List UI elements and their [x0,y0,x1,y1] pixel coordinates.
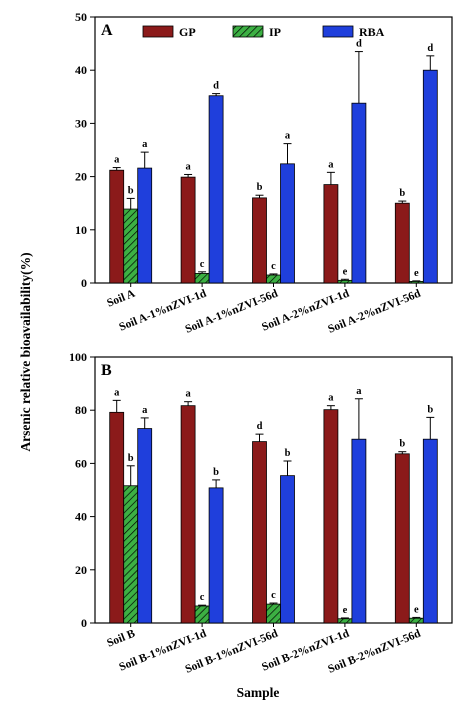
significance-label: b [257,182,263,193]
bar-gp [109,411,125,624]
significance-label: c [200,592,205,603]
significance-label: d [356,39,362,50]
significance-label: b [399,188,405,199]
bar-gp [109,169,125,284]
significance-label: a [114,387,120,398]
legend-label-rba: RBA [359,25,385,39]
significance-label: b [399,439,405,450]
significance-label: b [128,185,134,196]
y-tick-label: 0 [81,276,87,290]
significance-label: d [213,81,219,92]
bar-ip [337,618,353,624]
significance-label: a [285,131,291,142]
bar-ip [194,605,210,624]
bar-ip [408,281,424,284]
bar-rba [280,163,295,284]
bar-ip [408,617,424,624]
significance-label: d [257,421,263,432]
significance-label: a [328,393,334,404]
significance-label: a [185,389,191,400]
significance-label: d [427,43,433,54]
legend-label-ip: IP [269,25,281,39]
bar-rba [137,167,153,284]
y-tick-label: 40 [75,510,87,524]
bar-rba [351,102,367,284]
bar-gp [180,405,196,624]
y-tick-label: 60 [75,456,87,470]
bar-gp [394,453,410,624]
bar-rba [208,487,224,624]
significance-label: a [142,139,148,150]
bar-ip [123,208,139,284]
significance-label: a [328,159,334,170]
bar-rba [137,428,153,624]
significance-label: e [343,266,348,277]
bar-ip [337,279,353,284]
y-tick-label: 40 [75,63,87,77]
bar-gp [180,176,196,284]
significance-label: a [185,161,191,172]
x-tick-label: Soil A [105,287,137,309]
significance-label: e [343,605,348,616]
significance-label: b [285,448,291,459]
significance-label: c [200,259,205,270]
panel-letter: A [101,22,113,39]
bar-gp [252,441,267,624]
bar-rba [422,69,438,284]
bar-gp [252,197,267,284]
y-tick-label: 100 [69,350,87,364]
significance-label: a [114,155,120,166]
bar-gp [394,202,410,284]
legend-swatch-gp [142,25,174,38]
bar-ip [194,273,210,284]
y-tick-label: 80 [75,403,87,417]
y-tick-label: 0 [81,616,87,630]
y-axis-title: Arsenic relative bioavailability(%) [18,252,33,451]
y-tick-label: 20 [75,563,87,577]
legend-swatch-ip [232,25,264,38]
significance-label: c [271,261,276,272]
y-tick-label: 20 [75,170,87,184]
significance-label: b [128,453,134,464]
x-axis-title: Sample [237,685,280,700]
bar-rba [351,438,367,624]
bar-rba [280,475,295,624]
bar-ip [266,274,281,284]
y-tick-label: 50 [75,10,87,24]
bar-rba [208,95,224,284]
significance-label: a [356,386,362,397]
significance-label: b [427,404,433,415]
significance-label: b [213,467,219,478]
y-tick-label: 30 [75,116,87,130]
bar-gp [323,184,339,284]
bar-ip [266,603,281,624]
panel-letter: B [101,362,112,379]
bar-ip [123,485,139,624]
significance-label: c [271,590,276,601]
y-tick-label: 10 [75,223,87,237]
legend: GP IP RBA [142,25,385,39]
legend-label-gp: GP [179,25,196,39]
significance-label: e [414,604,419,615]
significance-label: a [142,405,148,416]
bar-rba [422,438,438,624]
bar-gp [323,409,339,624]
x-tick-label: Soil B [105,628,137,650]
legend-swatch-rba [322,25,354,38]
significance-label: e [414,268,419,279]
